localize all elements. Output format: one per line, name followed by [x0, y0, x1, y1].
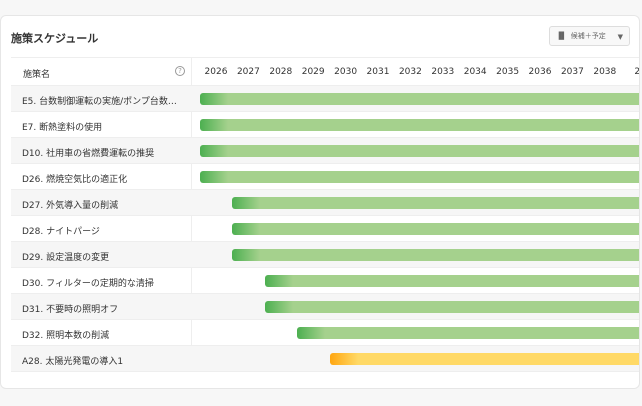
year-label: 2028: [269, 67, 293, 77]
column-header-name: 施策名: [23, 70, 51, 80]
measure-name: D26. 燃焼空気比の適正化: [22, 175, 128, 185]
table-row[interactable]: D26. 燃焼空気比の適正化: [11, 164, 639, 190]
measure-name: D27. 外気導入量の削減: [22, 201, 119, 211]
year-label: 2038: [593, 67, 617, 77]
year-label: 2032: [398, 67, 422, 77]
schedule-bar[interactable]: [200, 93, 639, 105]
schedule-bar[interactable]: [329, 353, 639, 365]
year-label: 2026: [204, 67, 228, 77]
table-row[interactable]: E5. 台数制御運転の実施/ポンプ台数…: [11, 86, 639, 112]
card-title: 施策スケジュール: [11, 32, 99, 45]
help-icon[interactable]: ?: [175, 66, 185, 76]
measure-name: D10. 社用車の省燃費運転の推奨: [22, 149, 155, 159]
chevron-down-icon: ▼: [617, 33, 623, 41]
table-row[interactable]: D28. ナイトパージ: [11, 216, 639, 242]
schedule-bar[interactable]: [232, 249, 639, 261]
measure-name: E5. 台数制御運転の実施/ポンプ台数…: [22, 97, 177, 107]
year-label: 2: [634, 67, 640, 77]
table-row[interactable]: D10. 社用車の省燃費運転の推奨: [11, 138, 639, 164]
schedule-bar[interactable]: [232, 223, 639, 235]
measure-name: D31. 不要時の照明オフ: [22, 305, 119, 315]
table-row[interactable]: D30. フィルターの定期的な清掃: [11, 268, 639, 294]
bar-chart-icon: ▐▌: [556, 32, 567, 40]
measure-name: E7. 断熱塗料の使用: [22, 123, 103, 133]
measure-name: D32. 照明本数の削減: [22, 331, 110, 341]
schedule-bar[interactable]: [200, 171, 639, 183]
year-label: 2029: [301, 67, 325, 77]
table-row[interactable]: D27. 外気導入量の削減: [11, 190, 639, 216]
schedule-bar[interactable]: [200, 145, 639, 157]
table-row[interactable]: E7. 断熱塗料の使用: [11, 112, 639, 138]
table-row[interactable]: D29. 設定温度の変更: [11, 242, 639, 268]
year-label: 2033: [431, 67, 455, 77]
year-label: 2036: [528, 67, 552, 77]
view-selector[interactable]: ▐▌ 候補＋予定 ▼: [549, 26, 630, 46]
year-label: 2027: [236, 67, 260, 77]
year-label: 2035: [496, 67, 520, 77]
measure-name: A28. 太陽光発電の導入1: [22, 357, 124, 367]
schedule-bar[interactable]: [232, 197, 639, 209]
selector-value: 候補＋予定: [570, 32, 606, 40]
table-row[interactable]: A28. 太陽光発電の導入1: [11, 346, 639, 372]
measure-name: D28. ナイトパージ: [22, 227, 100, 237]
year-label: 2031: [366, 67, 390, 77]
schedule-bar[interactable]: [297, 327, 639, 339]
table-header: 施策名 ? 2026 2027 2028 2029 2030 2031 2032 2033 20…: [11, 57, 640, 86]
year-label: 2037: [560, 67, 584, 77]
schedule-card: 施策スケジュール ▐▌ 候補＋予定 ▼ 施策名 ? 2026 2027 2028 20…: [0, 15, 640, 389]
year-label: 2034: [463, 67, 487, 77]
measure-name: D29. 設定温度の変更: [22, 253, 110, 263]
table-row[interactable]: D31. 不要時の照明オフ: [11, 294, 639, 320]
schedule-bar[interactable]: [264, 301, 639, 313]
measure-name: D30. フィルターの定期的な清掃: [22, 279, 154, 289]
schedule-table: 施策名 ? 2026 2027 2028 2029 2030 2031 2032 2033 20…: [11, 57, 640, 372]
schedule-bar[interactable]: [200, 119, 639, 131]
table-row[interactable]: D32. 照明本数の削減: [11, 320, 639, 346]
schedule-bar[interactable]: [264, 275, 639, 287]
year-label: 2030: [334, 67, 358, 77]
